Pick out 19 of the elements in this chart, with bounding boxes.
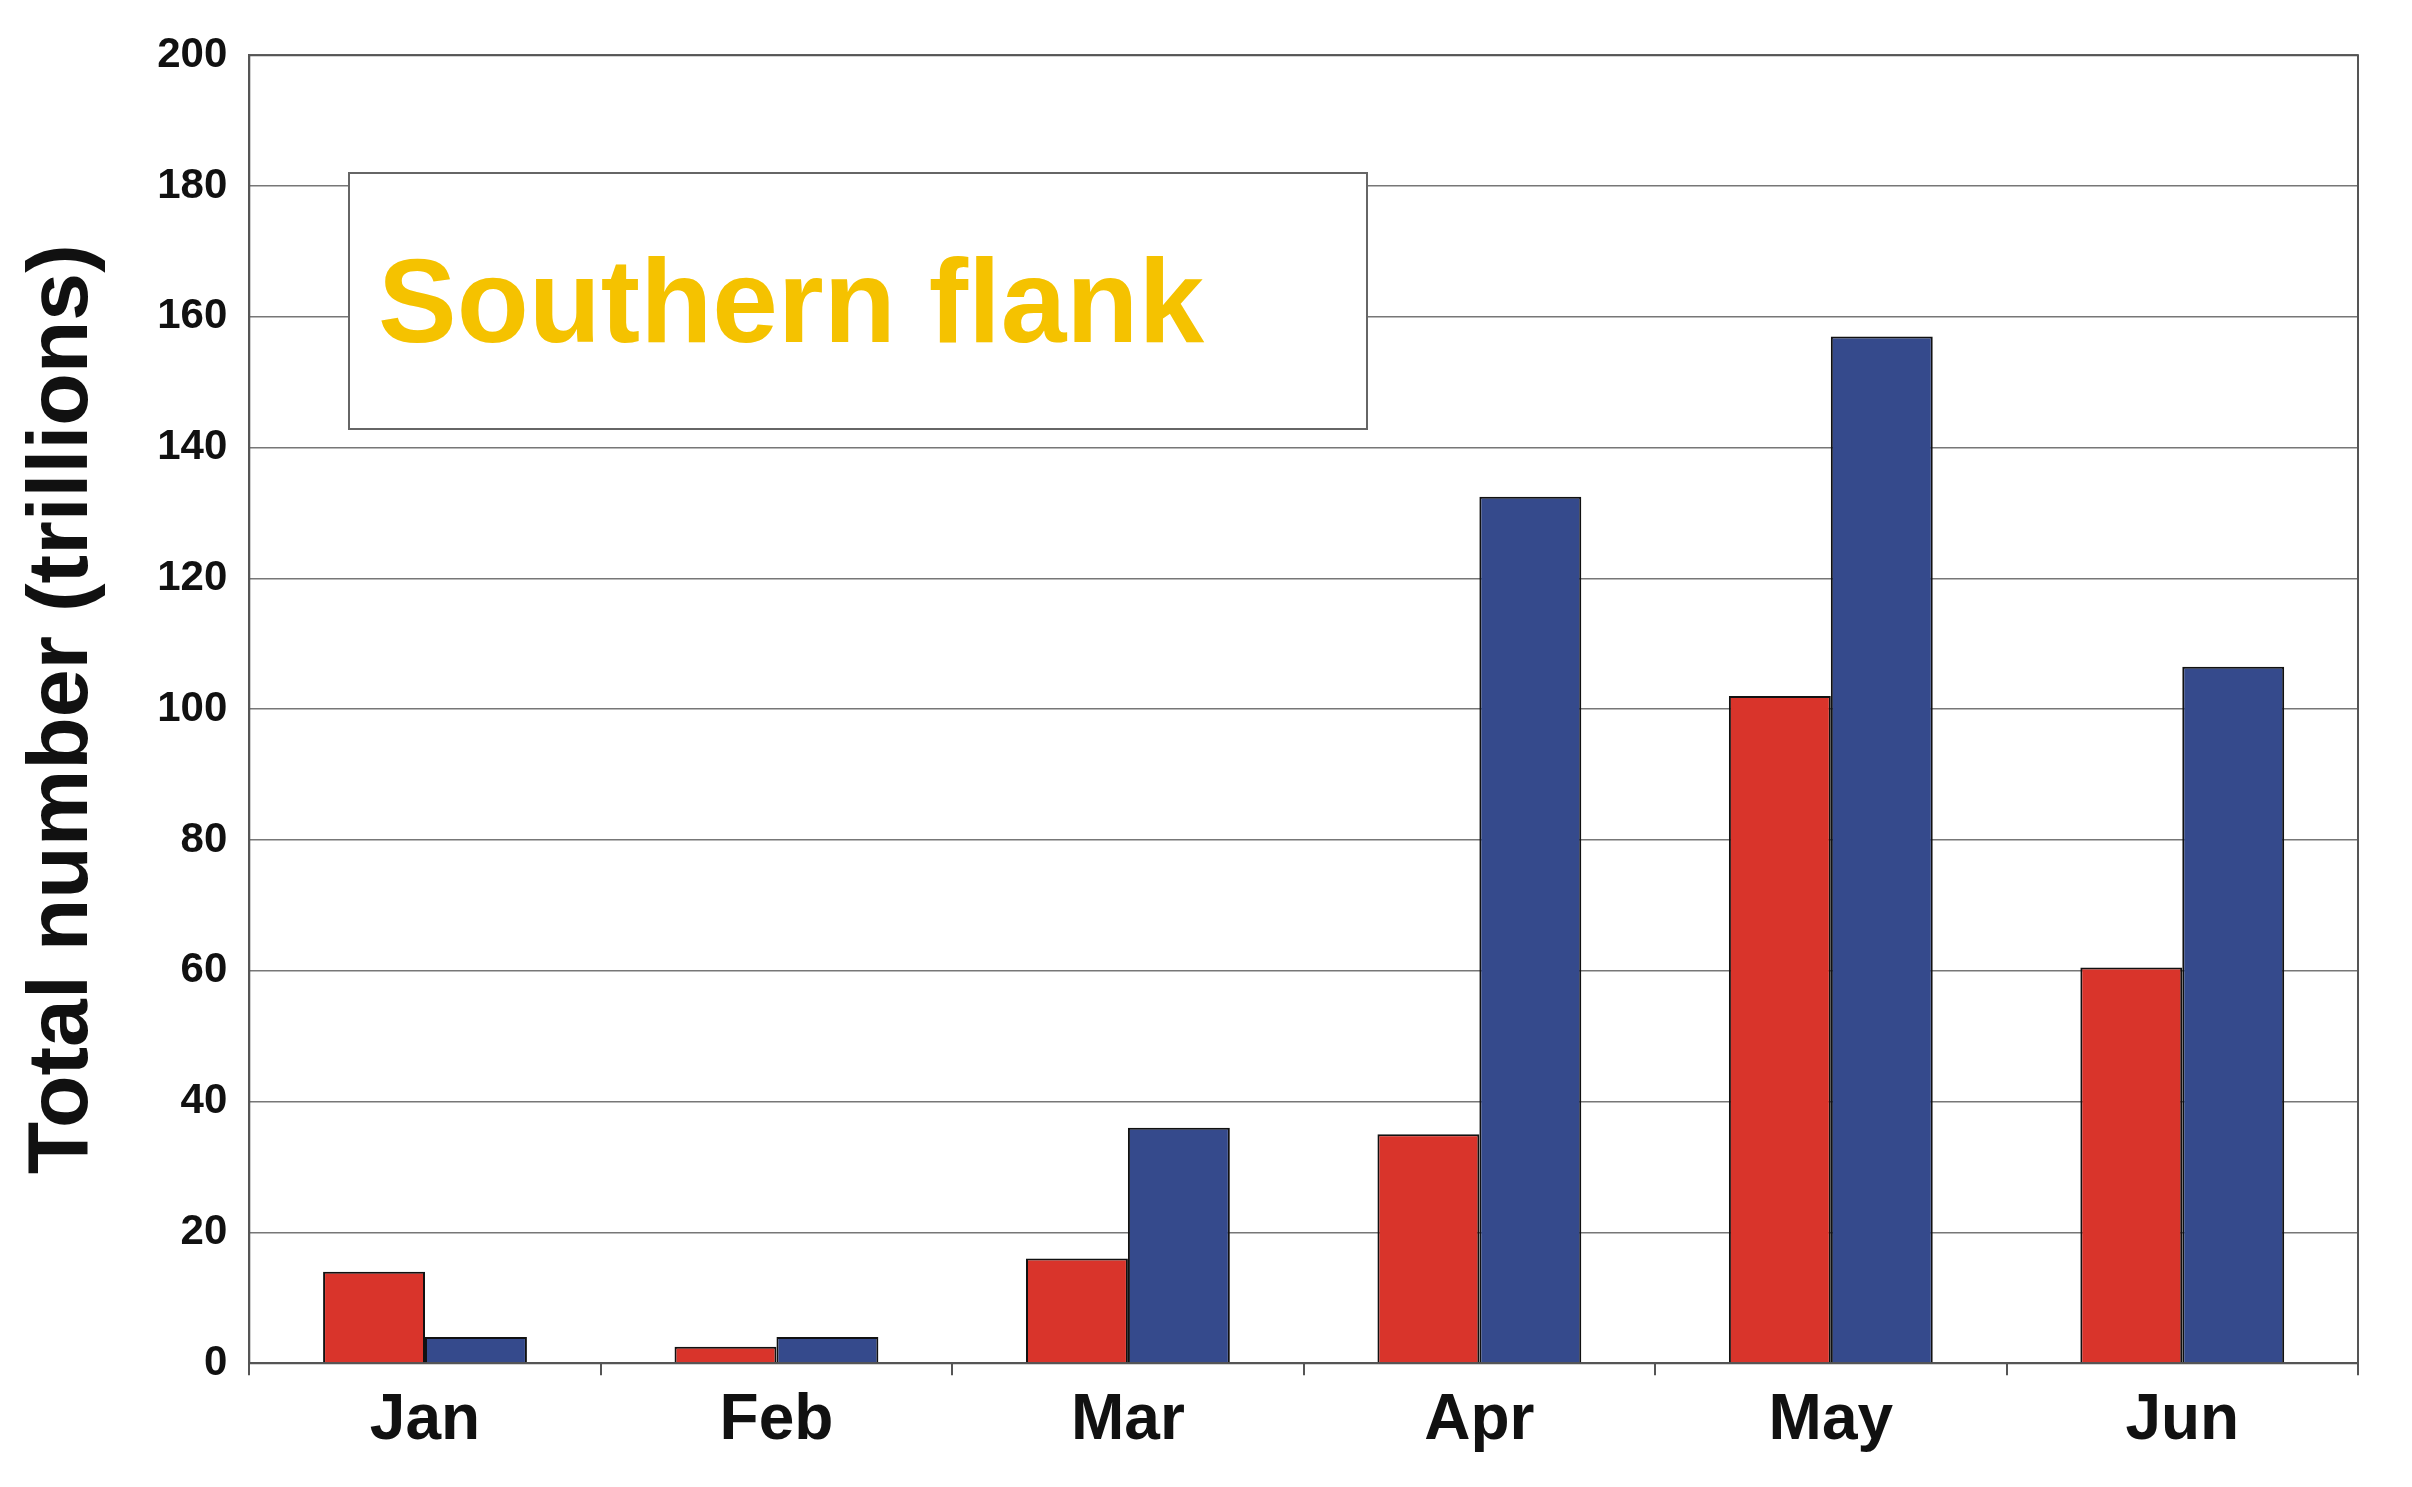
x-tick-label: Jan bbox=[369, 1381, 481, 1454]
y-axis-title: Total number (trillions) bbox=[9, 244, 106, 1175]
text: Southern flank bbox=[348, 172, 1368, 430]
y-tick-label: 140 bbox=[157, 421, 228, 469]
y-tick-label: 0 bbox=[203, 1336, 228, 1384]
x-tick-label: Jun bbox=[2125, 1381, 2240, 1454]
x-tick-label: Mar bbox=[1071, 1381, 1185, 1454]
y-tick-label: 100 bbox=[157, 682, 228, 730]
y-tick-label: 80 bbox=[180, 813, 228, 861]
y-tick-label: 200 bbox=[157, 28, 228, 76]
y-tick-label: 180 bbox=[157, 159, 228, 207]
x-tick-label: Apr bbox=[1424, 1381, 1535, 1454]
x-tick-label: May bbox=[1768, 1381, 1894, 1454]
y-tick-label: 120 bbox=[157, 551, 228, 599]
y-tick-label: 60 bbox=[180, 944, 228, 992]
y-tick-label: 160 bbox=[157, 290, 228, 338]
y-tick-label: 20 bbox=[180, 1205, 228, 1253]
y-tick-label: 40 bbox=[180, 1075, 228, 1123]
x-tick-label: Feb bbox=[719, 1381, 834, 1454]
